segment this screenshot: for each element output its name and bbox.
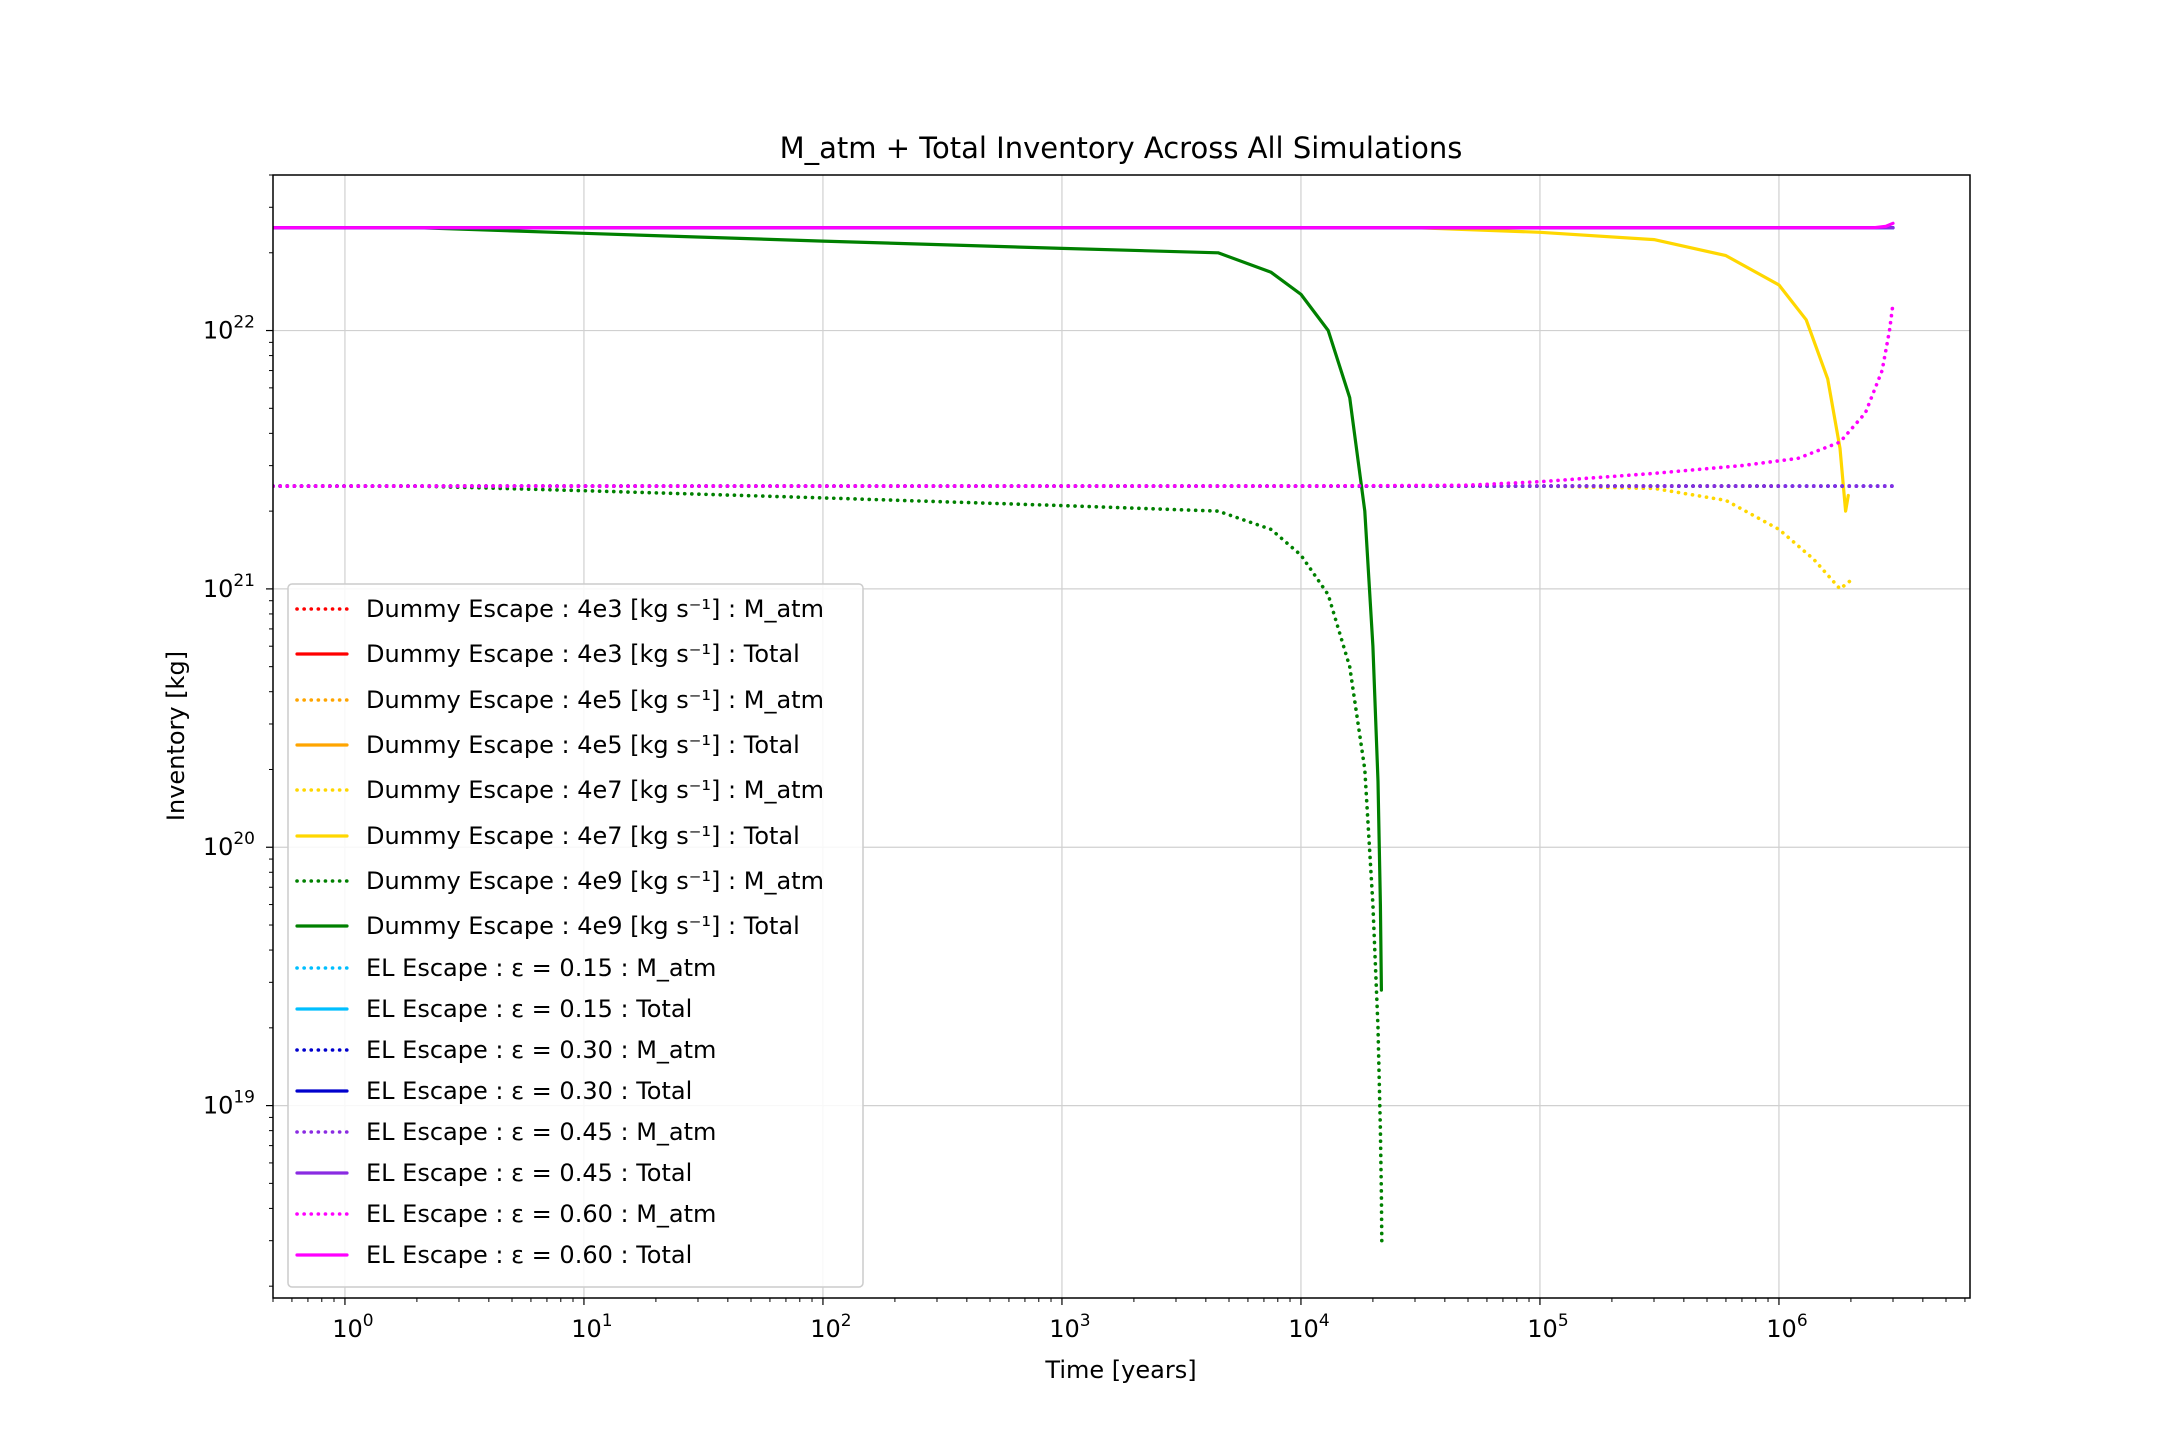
series-line-6 (273, 226, 1850, 513)
x-axis-label: Time [years] (1044, 1356, 1196, 1384)
legend-label-5: Dummy Escape : 4e7 [kg s⁻¹] : M_atm (366, 776, 824, 804)
legend-label-15: EL Escape : ε = 0.60 : M_atm (366, 1200, 716, 1228)
x-tick-label: 100 (332, 1311, 373, 1343)
plot-area (273, 221, 1895, 1243)
x-tick-label: 101 (571, 1311, 612, 1343)
legend-label-4: Dummy Escape : 4e5 [kg s⁻¹] : Total (366, 731, 800, 759)
legend-frame (287, 583, 864, 1288)
chart-title: M_atm + Total Inventory Across All Simul… (780, 131, 1463, 165)
y-tick-label: 1020 (203, 829, 255, 861)
legend-items: Dummy Escape : 4e3 [kg s⁻¹] : M_atm Dummy… (295, 595, 824, 1269)
legend-label-6: Dummy Escape : 4e7 [kg s⁻¹] : Total (366, 822, 800, 850)
series-lines (273, 221, 1895, 1243)
legend-label-1: Dummy Escape : 4e3 [kg s⁻¹] : M_atm (366, 595, 824, 623)
legend-label-9: EL Escape : ε = 0.15 : M_atm (366, 954, 716, 982)
x-tick-label: 102 (810, 1311, 851, 1343)
legend-label-2: Dummy Escape : 4e3 [kg s⁻¹] : Total (366, 640, 800, 668)
legend-label-11: EL Escape : ε = 0.30 : M_atm (366, 1036, 716, 1064)
series-line-15 (273, 301, 1895, 488)
y-axis-label: Inventory [kg] (162, 651, 190, 821)
legend-label-8: Dummy Escape : 4e9 [kg s⁻¹] : Total (366, 912, 800, 940)
legend: Dummy Escape : 4e3 [kg s⁻¹] : M_atm Dummy… (287, 583, 864, 1288)
legend-label-13: EL Escape : ε = 0.45 : M_atm (366, 1118, 716, 1146)
plot-frame (272, 174, 1971, 1299)
legend-label-16: EL Escape : ε = 0.60 : Total (366, 1241, 692, 1269)
legend-label-14: EL Escape : ε = 0.45 : Total (366, 1159, 692, 1187)
axis-ticks: 100 101 102 103 104 105 106 1019 1020 1021 1022 (203, 313, 1808, 1343)
series-line-7 (273, 484, 1384, 1243)
y-tick-label: 1021 (203, 571, 255, 603)
x-tick-label: 104 (1288, 1311, 1329, 1343)
series-line-8 (273, 226, 1384, 992)
y-tick-label: 1022 (203, 313, 255, 345)
y-tick-label: 1019 (203, 1088, 255, 1120)
x-tick-label: 105 (1527, 1311, 1568, 1343)
x-tick-label: 103 (1049, 1311, 1090, 1343)
legend-label-7: Dummy Escape : 4e9 [kg s⁻¹] : M_atm (366, 867, 824, 895)
series-line-16 (273, 221, 1895, 230)
legend-label-3: Dummy Escape : 4e5 [kg s⁻¹] : M_atm (366, 686, 824, 714)
legend-label-10: EL Escape : ε = 0.15 : Total (366, 995, 692, 1023)
legend-label-12: EL Escape : ε = 0.30 : Total (366, 1077, 692, 1105)
x-tick-label: 106 (1766, 1311, 1807, 1343)
series-line-5 (273, 484, 1853, 591)
